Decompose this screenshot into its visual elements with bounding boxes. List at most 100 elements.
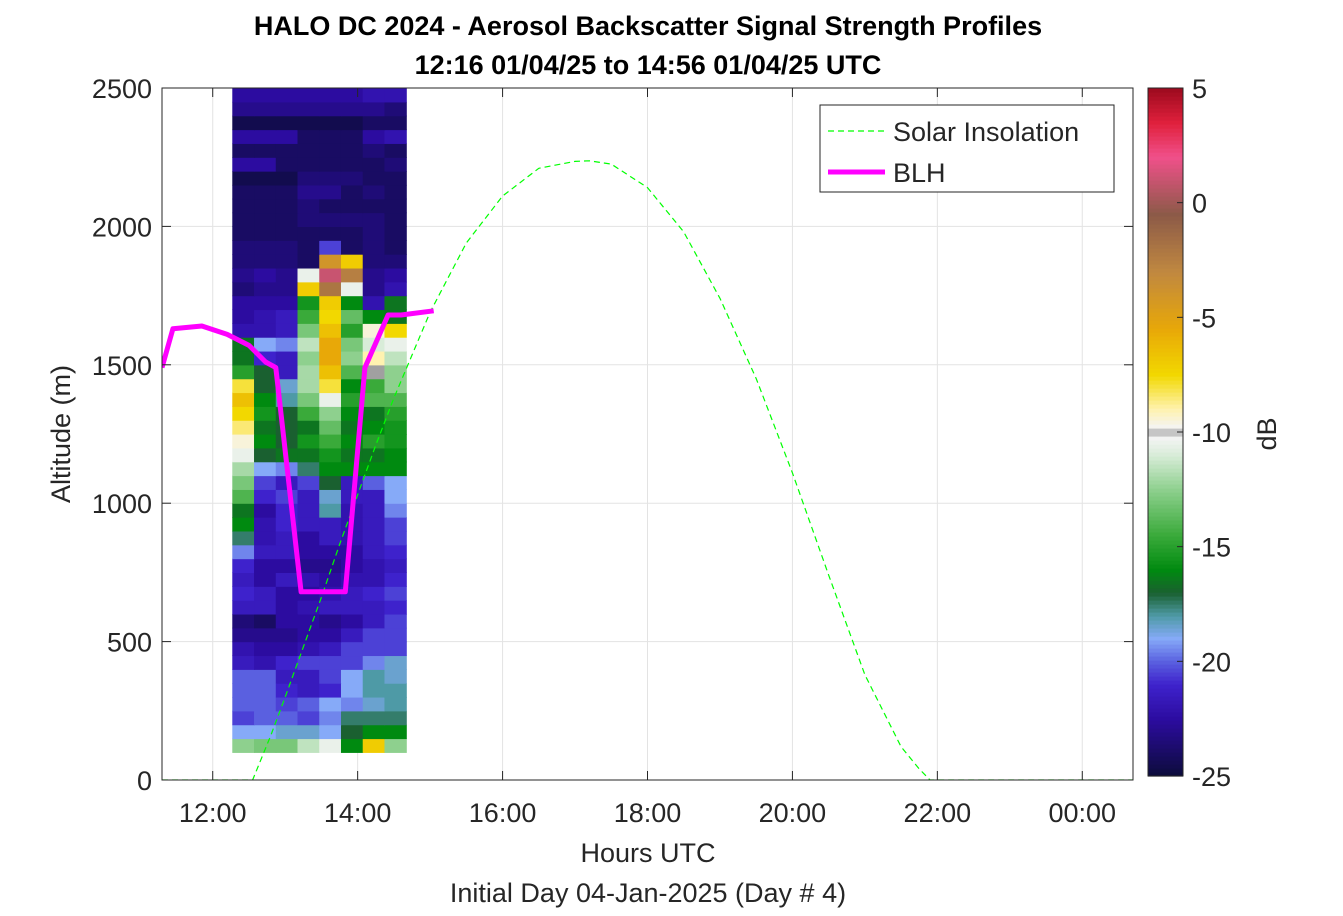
heatmap-cell bbox=[319, 364, 342, 380]
heatmap-cell bbox=[319, 378, 342, 394]
heatmap-cell bbox=[319, 683, 342, 698]
colorbar-segment bbox=[1148, 400, 1183, 405]
heatmap-cell bbox=[319, 337, 342, 352]
heatmap-cell bbox=[319, 641, 342, 657]
colorbar-tick-label: -25 bbox=[1192, 762, 1231, 792]
colorbar-segment bbox=[1148, 768, 1183, 773]
heatmap-cell bbox=[254, 434, 277, 449]
heatmap-cell bbox=[362, 475, 386, 490]
heatmap-cell bbox=[384, 544, 407, 560]
heatmap-cell bbox=[384, 586, 407, 601]
heatmap-cell bbox=[297, 378, 320, 394]
heatmap-cell bbox=[275, 655, 299, 670]
heatmap-cell bbox=[340, 267, 364, 283]
heatmap-cell bbox=[362, 281, 386, 297]
colorbar-segment bbox=[1148, 580, 1183, 585]
heatmap-cell bbox=[254, 240, 277, 255]
series-lines bbox=[162, 160, 1133, 780]
colorbar-segment bbox=[1148, 120, 1183, 125]
heatmap-cell bbox=[232, 613, 255, 629]
heatmap-cell bbox=[362, 572, 386, 587]
heatmap-cell bbox=[340, 129, 364, 144]
heatmap-cell bbox=[340, 641, 364, 657]
heatmap-cell bbox=[362, 254, 386, 269]
heatmap-cell bbox=[275, 129, 299, 144]
heatmap-cell bbox=[362, 295, 386, 311]
heatmap-cell bbox=[232, 295, 255, 311]
heatmap-cell bbox=[362, 129, 386, 144]
colorbar-segment bbox=[1148, 348, 1183, 353]
heatmap-cell bbox=[362, 88, 386, 103]
heatmap-cell bbox=[297, 295, 320, 311]
series-line-solar-insolation bbox=[162, 160, 1133, 780]
heatmap-cell bbox=[340, 724, 364, 740]
heatmap-cell bbox=[275, 420, 299, 435]
heatmap-cell bbox=[362, 530, 386, 546]
heatmap-cell bbox=[232, 434, 255, 449]
heatmap-cell bbox=[362, 544, 386, 560]
heatmap-cell bbox=[362, 461, 386, 477]
heatmap-cell bbox=[297, 157, 320, 172]
heatmap-cell bbox=[254, 295, 277, 311]
heatmap-cell bbox=[384, 461, 407, 477]
colorbar-segment bbox=[1148, 172, 1183, 177]
heatmap-cell bbox=[362, 143, 386, 158]
heatmap-cell bbox=[319, 503, 342, 518]
heatmap-cell bbox=[340, 350, 364, 366]
colorbar-segment bbox=[1148, 484, 1183, 489]
heatmap-cell bbox=[297, 406, 320, 421]
heatmap-cell bbox=[232, 600, 255, 615]
heatmap-cell bbox=[254, 669, 277, 684]
colorbar-segment bbox=[1148, 136, 1183, 141]
heatmap-cell bbox=[297, 530, 320, 546]
colorbar-segment bbox=[1148, 508, 1183, 513]
colorbar bbox=[1148, 88, 1183, 777]
heatmap-cell bbox=[297, 558, 320, 573]
y-tick-label: 500 bbox=[107, 628, 152, 658]
heatmap-cell bbox=[297, 738, 320, 753]
y-tick-label: 1500 bbox=[92, 351, 152, 381]
heatmap-cell bbox=[232, 724, 255, 740]
heatmap-cell bbox=[319, 517, 342, 532]
heatmap-cell bbox=[297, 101, 320, 117]
heatmap-cell bbox=[384, 267, 407, 283]
heatmap-cell bbox=[340, 600, 364, 615]
colorbar-segment bbox=[1148, 304, 1183, 309]
colorbar-segment bbox=[1148, 212, 1183, 217]
colorbar-segment bbox=[1148, 288, 1183, 293]
colorbar-segment bbox=[1148, 516, 1183, 521]
heatmap-cell bbox=[254, 489, 277, 504]
heatmap-cell bbox=[362, 447, 386, 463]
colorbar-segment bbox=[1148, 692, 1183, 697]
heatmap-cell bbox=[340, 378, 364, 394]
colorbar-segment bbox=[1148, 620, 1183, 625]
heatmap-cell bbox=[254, 198, 277, 214]
heatmap-cell bbox=[275, 337, 299, 352]
colorbar-segment bbox=[1148, 652, 1183, 657]
colorbar-segment bbox=[1148, 752, 1183, 757]
colorbar-segment bbox=[1148, 328, 1183, 333]
heatmap-cell bbox=[297, 503, 320, 518]
heatmap-cell bbox=[275, 378, 299, 394]
heatmap-cell bbox=[254, 267, 277, 283]
heatmap-cell bbox=[319, 655, 342, 670]
heatmap-cell bbox=[297, 669, 320, 684]
heatmap-cell bbox=[232, 171, 255, 186]
heatmap-cell bbox=[254, 337, 277, 352]
x-axis-label: Hours UTC bbox=[580, 838, 715, 868]
heatmap-cell bbox=[254, 226, 277, 241]
heatmap-cell bbox=[319, 406, 342, 421]
colorbar-segment bbox=[1148, 132, 1183, 137]
heatmap-cell bbox=[232, 655, 255, 670]
heatmap-cell bbox=[340, 184, 364, 200]
x-tick-label: 14:00 bbox=[324, 798, 392, 828]
colorbar-segment bbox=[1148, 380, 1183, 385]
heatmap-cell bbox=[254, 184, 277, 200]
colorbar-segment bbox=[1148, 536, 1183, 541]
colorbar-segment bbox=[1148, 556, 1183, 561]
colorbar-segment bbox=[1148, 276, 1183, 281]
colorbar-segment bbox=[1148, 772, 1183, 777]
heatmap-cell bbox=[297, 240, 320, 255]
heatmap-cell bbox=[275, 350, 299, 366]
y-tick-label: 2000 bbox=[92, 212, 152, 242]
